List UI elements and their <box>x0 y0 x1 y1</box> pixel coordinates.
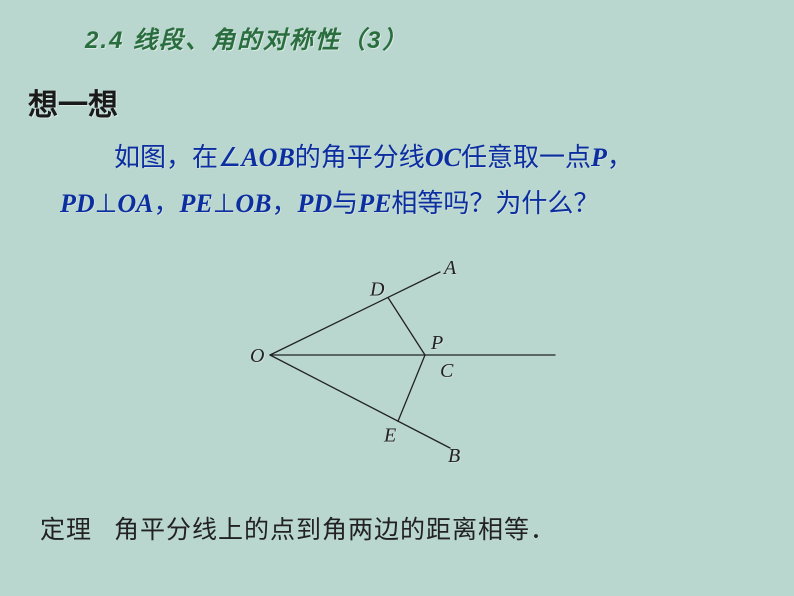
text-part: ， <box>153 189 179 218</box>
think-heading: 想一想 <box>28 80 118 124</box>
text-part: 的角平分线 <box>295 143 425 172</box>
latin-pd: PD <box>298 189 333 218</box>
latin-p: P <box>591 143 607 172</box>
svg-text:A: A <box>442 257 457 279</box>
perp-symbol: ⊥ <box>95 189 118 218</box>
svg-text:C: C <box>440 360 454 382</box>
latin-pe: PE <box>358 189 391 218</box>
svg-text:O: O <box>250 345 264 367</box>
text-part: ， <box>607 143 633 172</box>
latin-pd: PD <box>60 189 95 218</box>
problem-statement: 如图，在∠AOB的角平分线OC任意取一点P， PD⊥OA，PE⊥OB，PD与PE… <box>60 135 740 227</box>
latin-pe: PE <box>179 189 212 218</box>
text-part: ， <box>271 189 297 218</box>
perp-symbol: ⊥ <box>213 189 236 218</box>
text-part: 如图，在 <box>114 143 218 172</box>
latin-oa: OA <box>117 189 153 218</box>
svg-text:E: E <box>383 424 396 446</box>
svg-text:D: D <box>369 279 385 301</box>
svg-text:B: B <box>448 445 460 467</box>
theorem-label: 定理 <box>40 517 92 544</box>
theorem-statement: 定理角平分线上的点到角两边的距离相等． <box>40 510 556 546</box>
text-part: 相等吗？为什么？ <box>391 189 599 218</box>
svg-text:P: P <box>430 332 443 354</box>
section-title: 2.4 线段、角的对称性（3） <box>85 20 408 55</box>
latin-oc: OC <box>425 143 461 172</box>
latin-aob: AOB <box>241 143 294 172</box>
theorem-text: 角平分线上的点到角两边的距离相等． <box>114 517 556 544</box>
geometry-diagram: O A B C D E P <box>210 240 570 480</box>
text-part: 与 <box>332 189 358 218</box>
text-part: 任意取一点 <box>461 143 591 172</box>
angle-symbol: ∠ <box>218 143 241 172</box>
latin-ob: OB <box>235 189 271 218</box>
